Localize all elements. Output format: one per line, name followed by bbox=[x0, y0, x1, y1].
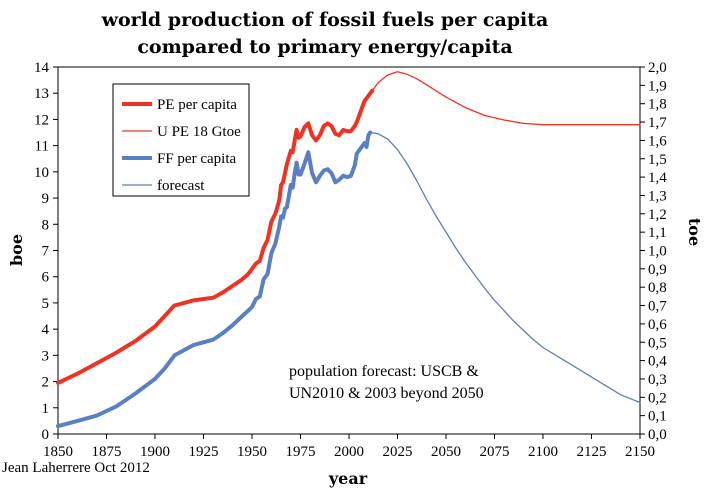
y2-tick-label-11: 1,1 bbox=[648, 225, 667, 241]
y2-axis-title: toe bbox=[685, 218, 704, 246]
y-tick-label-2: 2 bbox=[42, 375, 50, 391]
x-tick-label-0: 1850 bbox=[43, 444, 73, 460]
y-tick-label-11: 11 bbox=[35, 139, 49, 155]
y2-tick-label-17: 1,7 bbox=[648, 115, 667, 131]
y2-tick-label-1: 0,1 bbox=[648, 409, 667, 425]
y-tick-label-4: 4 bbox=[42, 322, 50, 338]
legend-label-forecast: forecast bbox=[157, 178, 205, 194]
legend: PE per capita U PE 18 Gtoe FF per capita… bbox=[112, 83, 250, 197]
y2-tick-label-20: 2,0 bbox=[648, 60, 667, 76]
series-line-u-pe-18-gtoe bbox=[371, 71, 641, 126]
y2-tick-label-6: 0,6 bbox=[648, 317, 667, 333]
y-axis-title: boe bbox=[7, 234, 26, 266]
x-tick-label-9: 2075 bbox=[480, 444, 510, 460]
y2-axis-ticks: 0,0 0,1 0,2 0,3 0,4 0,5 0,6 0,7 0,8 0,9 1,0 1,1 1,2 1… bbox=[640, 60, 667, 443]
y2-tick-label-15: 1,5 bbox=[648, 152, 667, 168]
y-tick-label-9: 9 bbox=[42, 191, 50, 207]
population-note: population forecast: USCB & UN2010 & 200… bbox=[283, 356, 511, 406]
y2-tick-label-8: 0,8 bbox=[648, 280, 667, 296]
x-tick-label-8: 2050 bbox=[431, 444, 461, 460]
series-line-ff-per-capita bbox=[56, 130, 373, 429]
x-tick-label-10: 2100 bbox=[528, 444, 558, 460]
y2-tick-label-7: 0,7 bbox=[648, 299, 667, 315]
series-line-forecast bbox=[369, 131, 641, 404]
population-note-line-1: population forecast: USCB & bbox=[289, 363, 479, 380]
x-tick-label-1: 1875 bbox=[92, 444, 122, 460]
x-tick-label-11: 2125 bbox=[577, 444, 607, 460]
y2-tick-label-3: 0,3 bbox=[648, 372, 667, 388]
legend-label-ff: FF per capita bbox=[157, 151, 236, 167]
x-tick-label-4: 1950 bbox=[237, 444, 267, 460]
population-note-line-2: UN2010 & 2003 beyond 2050 bbox=[289, 385, 484, 402]
y2-tick-label-13: 1,3 bbox=[648, 188, 667, 204]
x-tick-label-6: 2000 bbox=[334, 444, 364, 460]
population-note-box bbox=[283, 356, 511, 406]
author-credit: Jean Laherrere Oct 2012 bbox=[2, 460, 150, 476]
y2-tick-label-9: 0,9 bbox=[648, 262, 667, 278]
y-tick-label-8: 8 bbox=[42, 217, 50, 233]
y-tick-label-3: 3 bbox=[42, 348, 50, 364]
y2-tick-label-19: 1,9 bbox=[648, 78, 667, 94]
plot-area-frame bbox=[57, 66, 641, 435]
y2-tick-label-4: 0,4 bbox=[648, 354, 667, 370]
y-tick-label-0: 0 bbox=[42, 427, 50, 443]
y2-tick-label-10: 1,0 bbox=[648, 244, 667, 260]
x-axis-ticks: 1850 1875 1900 1925 1950 1975 2000 2025 2050 2075… bbox=[43, 434, 655, 460]
series-line-pe-per-capita bbox=[56, 88, 375, 385]
chart-title-line-2: compared to primary energy/capita bbox=[137, 36, 512, 58]
legend-label-pe: PE per capita bbox=[157, 97, 237, 113]
y-tick-label-1: 1 bbox=[42, 401, 50, 417]
y-tick-label-13: 13 bbox=[34, 86, 49, 102]
legend-label-upe: U PE 18 Gtoe bbox=[157, 124, 241, 140]
x-tick-label-5: 1975 bbox=[286, 444, 316, 460]
series-layer bbox=[56, 71, 641, 429]
x-tick-label-7: 2025 bbox=[383, 444, 413, 460]
x-tick-label-3: 1925 bbox=[189, 444, 219, 460]
y-tick-label-14: 14 bbox=[34, 60, 50, 76]
y2-tick-label-2: 0,2 bbox=[648, 390, 667, 406]
y-tick-label-5: 5 bbox=[42, 296, 50, 312]
y2-tick-label-18: 1,8 bbox=[648, 97, 667, 113]
y2-tick-label-12: 1,2 bbox=[648, 207, 667, 223]
y-tick-label-7: 7 bbox=[42, 244, 50, 260]
y2-tick-label-5: 0,5 bbox=[648, 335, 667, 351]
y-tick-label-6: 6 bbox=[42, 270, 50, 286]
y-tick-label-10: 10 bbox=[34, 165, 49, 181]
x-axis-title: year bbox=[328, 469, 368, 488]
x-tick-label-12: 2150 bbox=[625, 444, 655, 460]
x-tick-label-2: 1900 bbox=[140, 444, 170, 460]
y2-tick-label-14: 1,4 bbox=[648, 170, 667, 186]
y2-tick-label-0: 0,0 bbox=[648, 427, 667, 443]
chart-title-line-1: world production of fossil fuels per cap… bbox=[101, 9, 549, 31]
y-tick-label-12: 12 bbox=[34, 112, 49, 128]
y2-tick-label-16: 1,6 bbox=[648, 133, 667, 149]
